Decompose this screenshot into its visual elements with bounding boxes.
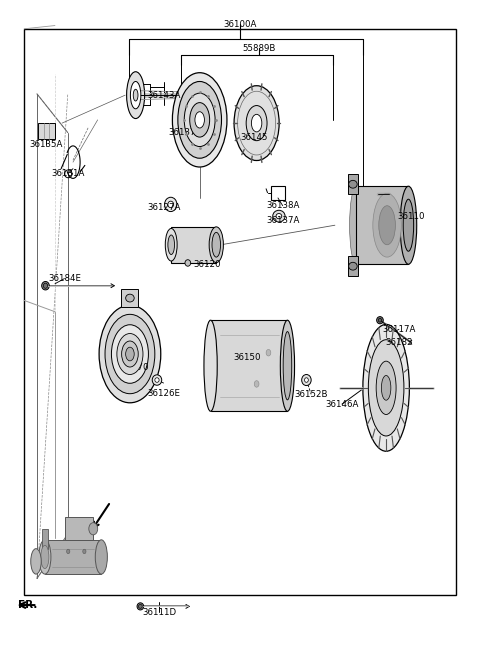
- Text: 36146A: 36146A: [325, 400, 359, 409]
- Ellipse shape: [41, 545, 49, 569]
- Ellipse shape: [172, 73, 227, 167]
- Ellipse shape: [67, 549, 70, 554]
- Text: 36145: 36145: [240, 133, 268, 142]
- Bar: [24, 29, 456, 595]
- Ellipse shape: [195, 112, 204, 128]
- Bar: [65, 517, 93, 541]
- Bar: [356, 186, 408, 264]
- Ellipse shape: [43, 283, 48, 289]
- Ellipse shape: [348, 262, 357, 270]
- Ellipse shape: [39, 540, 51, 574]
- Bar: [348, 174, 358, 194]
- Ellipse shape: [246, 106, 267, 140]
- Text: 36111D: 36111D: [142, 607, 177, 617]
- Ellipse shape: [378, 318, 382, 322]
- Ellipse shape: [165, 228, 177, 261]
- Ellipse shape: [131, 81, 141, 109]
- Bar: [271, 186, 285, 200]
- Ellipse shape: [83, 549, 86, 554]
- Bar: [348, 256, 358, 276]
- Ellipse shape: [138, 604, 142, 608]
- Ellipse shape: [165, 197, 177, 212]
- Text: 36117A: 36117A: [382, 325, 416, 334]
- Ellipse shape: [400, 186, 417, 264]
- Ellipse shape: [280, 320, 295, 411]
- Bar: [171, 227, 216, 263]
- Text: 36137B: 36137B: [168, 129, 202, 137]
- Bar: [211, 320, 288, 411]
- Text: 36150: 36150: [233, 353, 261, 361]
- Text: 36131A: 36131A: [51, 169, 85, 178]
- Ellipse shape: [168, 235, 175, 255]
- Ellipse shape: [99, 305, 161, 403]
- Ellipse shape: [379, 206, 396, 245]
- Ellipse shape: [252, 114, 262, 132]
- Bar: [45, 541, 101, 573]
- Ellipse shape: [178, 81, 221, 158]
- Ellipse shape: [283, 331, 292, 400]
- Text: 36120: 36120: [193, 260, 220, 269]
- Ellipse shape: [368, 340, 404, 436]
- Bar: [121, 289, 138, 307]
- Ellipse shape: [111, 325, 148, 383]
- Ellipse shape: [126, 294, 134, 302]
- Bar: [38, 123, 55, 139]
- Ellipse shape: [89, 523, 98, 535]
- Ellipse shape: [121, 341, 138, 367]
- Ellipse shape: [254, 380, 259, 387]
- Text: 36126E: 36126E: [147, 388, 180, 398]
- Text: 36170: 36170: [122, 363, 149, 371]
- Ellipse shape: [266, 350, 271, 356]
- Text: 36135A: 36135A: [30, 140, 63, 149]
- Ellipse shape: [184, 93, 215, 146]
- Ellipse shape: [137, 603, 144, 610]
- Ellipse shape: [152, 375, 162, 385]
- Ellipse shape: [127, 72, 144, 119]
- Ellipse shape: [301, 375, 311, 386]
- Ellipse shape: [133, 89, 138, 101]
- Ellipse shape: [382, 375, 391, 400]
- Text: 36143A: 36143A: [147, 91, 181, 100]
- Ellipse shape: [204, 320, 217, 411]
- Ellipse shape: [349, 186, 363, 264]
- Ellipse shape: [155, 378, 159, 382]
- Ellipse shape: [363, 325, 409, 451]
- Text: 36184E: 36184E: [48, 274, 81, 283]
- Ellipse shape: [403, 199, 414, 251]
- Ellipse shape: [373, 194, 401, 257]
- Ellipse shape: [168, 201, 174, 208]
- Ellipse shape: [95, 540, 108, 574]
- Ellipse shape: [105, 314, 155, 394]
- Ellipse shape: [376, 361, 396, 415]
- Ellipse shape: [185, 260, 191, 266]
- Ellipse shape: [212, 232, 220, 257]
- Ellipse shape: [209, 227, 223, 262]
- Ellipse shape: [117, 333, 143, 375]
- Text: 36100A: 36100A: [223, 20, 257, 29]
- Text: 36152B: 36152B: [294, 390, 328, 399]
- Ellipse shape: [273, 211, 285, 222]
- Text: 36138A: 36138A: [266, 201, 300, 210]
- Ellipse shape: [234, 86, 279, 161]
- Text: 36183: 36183: [385, 338, 413, 347]
- Text: 36127A: 36127A: [147, 203, 181, 212]
- Ellipse shape: [42, 281, 49, 290]
- Text: FR.: FR.: [18, 600, 37, 610]
- Ellipse shape: [377, 317, 384, 324]
- Ellipse shape: [348, 180, 357, 188]
- Ellipse shape: [190, 102, 210, 137]
- Ellipse shape: [31, 548, 41, 574]
- Bar: [42, 529, 48, 548]
- Ellipse shape: [126, 347, 134, 361]
- Ellipse shape: [276, 213, 282, 218]
- Text: 55889B: 55889B: [242, 44, 276, 53]
- Text: 36110: 36110: [397, 212, 424, 220]
- Text: 36137A: 36137A: [266, 216, 300, 225]
- Ellipse shape: [304, 378, 308, 382]
